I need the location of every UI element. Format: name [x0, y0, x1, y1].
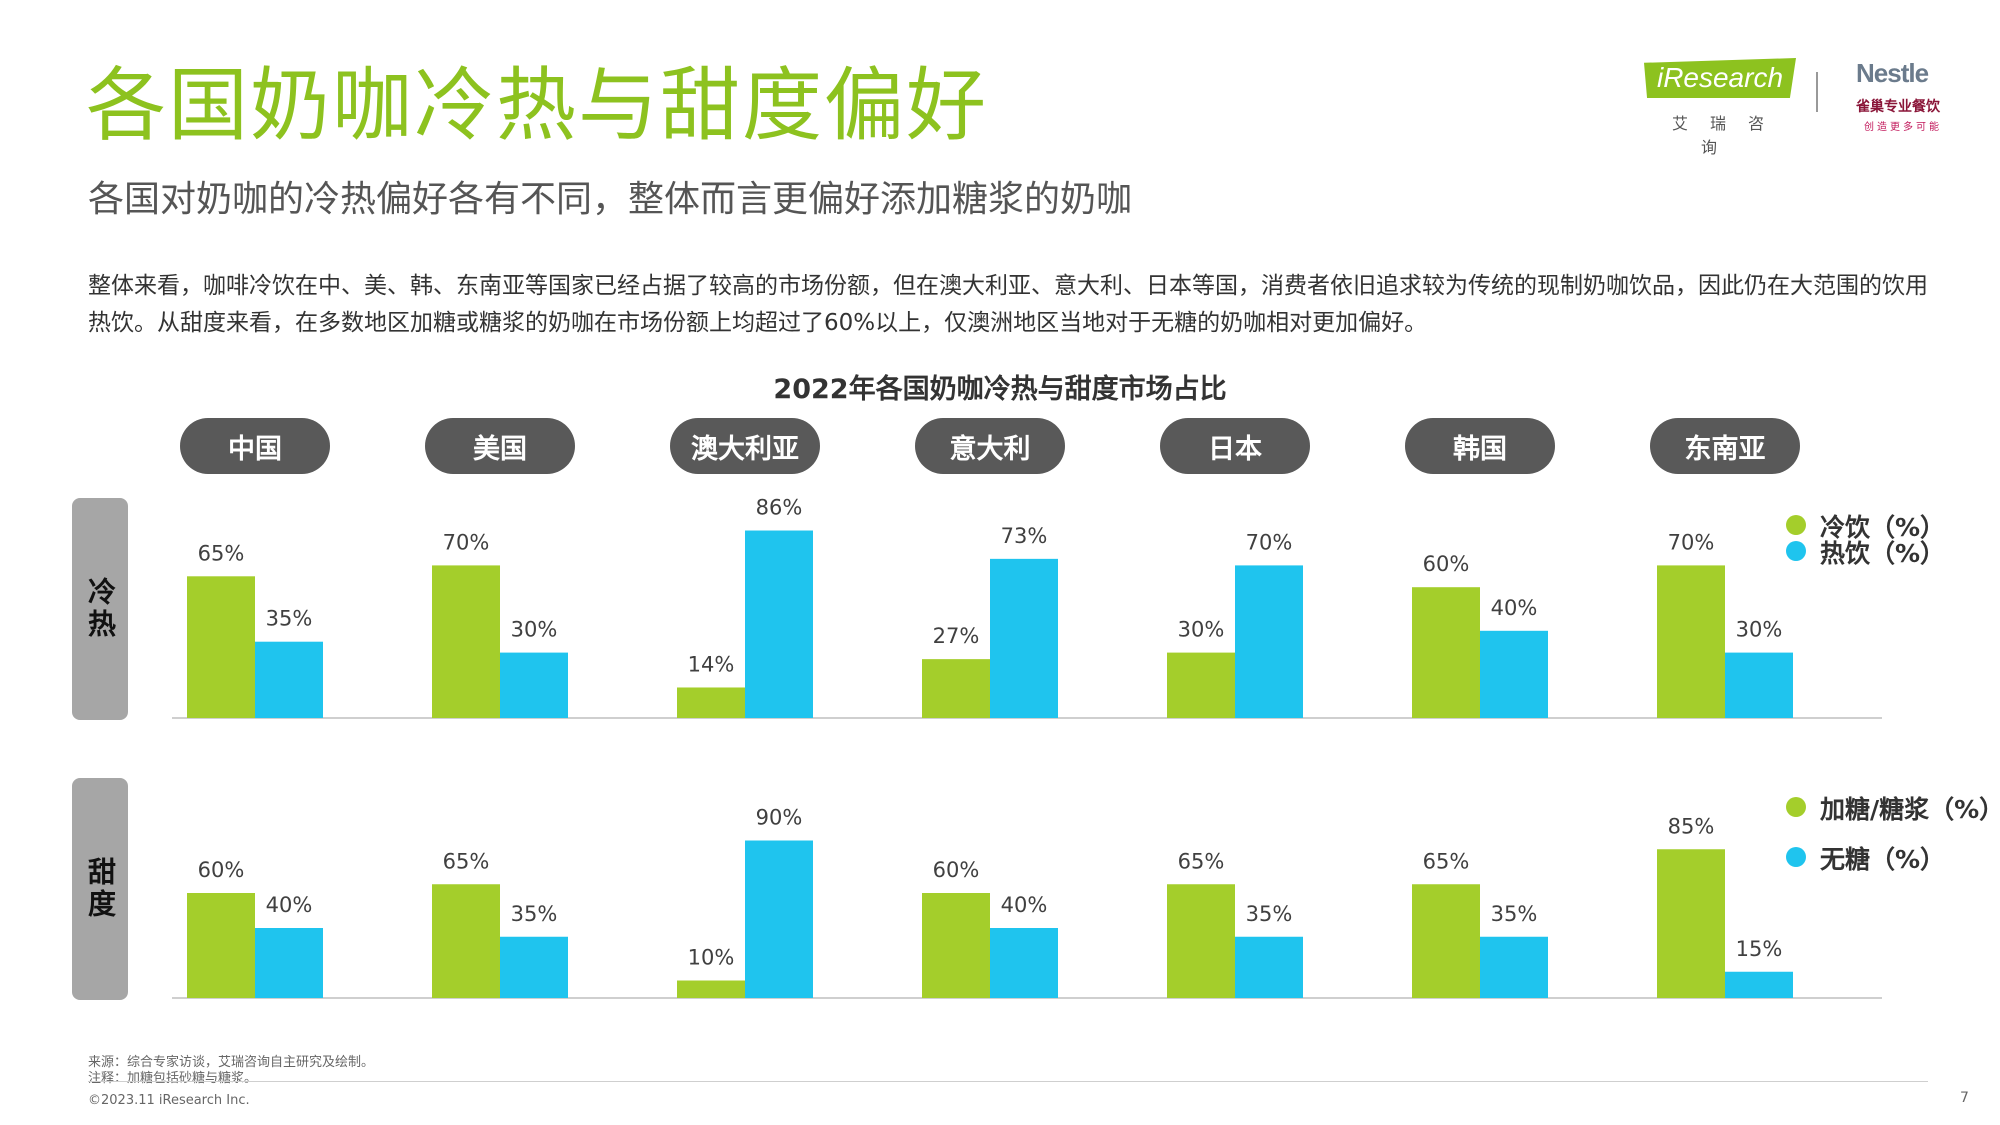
category-pill: 澳大利亚	[670, 418, 820, 474]
bar	[255, 641, 323, 718]
footer-divider	[88, 1081, 1928, 1082]
iresearch-logo-badge	[1644, 58, 1796, 98]
legend-label: 冷饮（%）	[1820, 513, 1946, 542]
data-label: 86%	[756, 496, 803, 520]
nestle-logo-tagline: 创造更多可能	[1864, 122, 1942, 133]
data-label: 35%	[511, 902, 558, 926]
bar	[677, 687, 745, 718]
category-pill: 东南亚	[1650, 418, 1800, 474]
page-subtitle: 各国对奶咖的冷热偏好各有不同，整体而言更偏好添加糖浆的奶咖	[88, 179, 1133, 220]
category-pill: 韩国	[1405, 418, 1555, 474]
legend-marker	[1786, 797, 1806, 817]
bar	[677, 980, 745, 998]
iresearch-logo-cn: 艾瑞咨询	[1671, 114, 1786, 157]
data-label: 70%	[443, 530, 490, 554]
bar	[500, 652, 568, 718]
bar	[1657, 849, 1725, 998]
data-label: 73%	[1001, 524, 1048, 548]
data-label: 35%	[266, 607, 313, 631]
data-label: 85%	[1668, 814, 1715, 838]
data-label: 60%	[933, 858, 980, 882]
iresearch-logo: iResearch 艾瑞咨询	[1640, 52, 1800, 157]
footnote: 注释：加糖包括砂糖与糖浆。	[88, 1071, 258, 1086]
legend-marker	[1786, 847, 1806, 867]
legend-label: 无糖（%）	[1820, 845, 1946, 874]
bar	[1235, 936, 1303, 998]
bar	[745, 530, 813, 718]
category-pill: 日本	[1160, 418, 1310, 474]
panel-label: 甜度	[72, 778, 128, 1000]
data-label: 65%	[1423, 849, 1470, 873]
bar	[255, 928, 323, 998]
legend-label: 加糖/糖浆（%）	[1820, 795, 2000, 824]
data-label: 35%	[1491, 902, 1538, 926]
data-label: 35%	[1246, 902, 1293, 926]
bar	[1480, 936, 1548, 998]
bar	[187, 893, 255, 998]
data-label: 65%	[1178, 849, 1225, 873]
data-label: 30%	[1736, 618, 1783, 642]
data-label: 65%	[198, 541, 245, 565]
nestle-logo-text: Nestle	[1856, 58, 1929, 88]
legend-label: 热饮（%）	[1820, 539, 1946, 568]
bar	[500, 936, 568, 998]
legend-marker	[1786, 515, 1806, 535]
bar	[432, 884, 500, 998]
panel-label: 冷热	[72, 498, 128, 720]
nestle-logo: Nestle 雀巢专业餐饮 创造更多可能	[1850, 52, 1960, 133]
bar	[922, 893, 990, 998]
bar	[1480, 630, 1548, 718]
copyright: ©2023.11 iResearch Inc.	[88, 1093, 250, 1108]
data-label: 60%	[198, 858, 245, 882]
page-number: 7	[1960, 1090, 1969, 1106]
category-pill: 意大利	[915, 418, 1065, 474]
data-label: 27%	[933, 624, 980, 648]
data-label: 40%	[1491, 596, 1538, 620]
data-label: 40%	[1001, 893, 1048, 917]
bar	[990, 928, 1058, 998]
bar	[1657, 565, 1725, 718]
bar	[745, 840, 813, 998]
data-label: 15%	[1736, 937, 1783, 961]
data-label: 60%	[1423, 552, 1470, 576]
legend-marker	[1786, 541, 1806, 561]
bar	[1412, 884, 1480, 998]
data-label: 30%	[1178, 618, 1225, 642]
category-pill: 中国	[180, 418, 330, 474]
category-pill: 美国	[425, 418, 575, 474]
iresearch-logo-text: iResearch	[1656, 62, 1784, 93]
bar	[1412, 587, 1480, 718]
bar	[922, 659, 990, 718]
data-label: 70%	[1246, 530, 1293, 554]
chart-title: 2022年各国奶咖冷热与甜度市场占比	[773, 374, 1227, 405]
summary-paragraph: 整体来看，咖啡冷饮在中、美、韩、东南亚等国家已经占据了较高的市场份额，但在澳大利…	[88, 273, 1928, 336]
source-note: 来源：综合专家访谈，艾瑞咨询自主研究及绘制。	[88, 1055, 375, 1070]
bar	[1167, 652, 1235, 718]
data-label: 10%	[688, 946, 735, 970]
data-label: 65%	[443, 849, 490, 873]
bar	[1725, 652, 1793, 718]
bar	[432, 565, 500, 718]
bar	[1235, 565, 1303, 718]
data-label: 14%	[688, 652, 735, 676]
data-label: 30%	[511, 618, 558, 642]
bar	[990, 558, 1058, 718]
page-title: 各国奶咖冷热与甜度偏好	[86, 59, 988, 152]
bar	[187, 576, 255, 718]
bar	[1725, 971, 1793, 998]
data-label: 90%	[756, 806, 803, 830]
nestle-logo-cn: 雀巢专业餐饮	[1856, 99, 1940, 115]
data-label: 70%	[1668, 530, 1715, 554]
data-label: 40%	[266, 893, 313, 917]
logo-divider	[1816, 72, 1818, 112]
bar	[1167, 884, 1235, 998]
